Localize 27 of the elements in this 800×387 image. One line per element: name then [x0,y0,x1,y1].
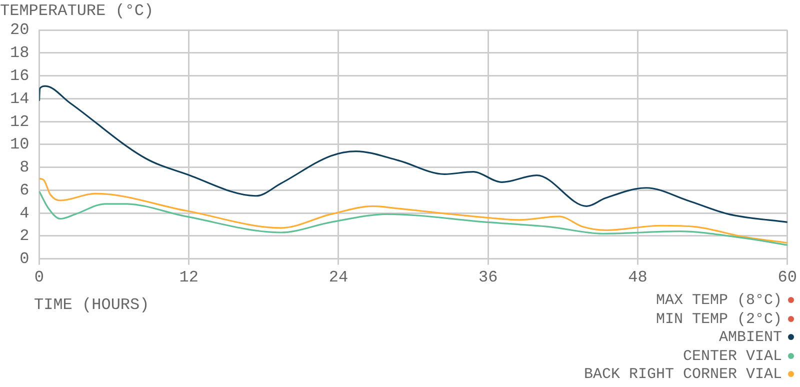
x-tick-label: 12 [179,268,198,287]
y-tick-label: 12 [10,112,30,131]
y-tick-label: 18 [10,44,30,62]
y-tick-label: 10 [10,136,30,154]
line-series [39,190,788,246]
x-tick-label: 36 [478,268,498,287]
x-axis-title: TIME (HOURS) [34,296,150,314]
y-axis-title: TEMPERATURE (°C) [0,2,154,20]
y-tick-label: 2 [20,227,30,246]
line-series [39,178,788,244]
x-tick-label: 24 [328,268,348,287]
legend-label: AMBIENT [718,329,782,346]
y-tick-label: 20 [10,21,30,40]
y-tick-label: 14 [10,90,30,108]
legend-label: CENTER VIAL [682,348,782,364]
line-series [39,85,788,223]
legend-label: MIN TEMP (2°C) [656,310,782,328]
legend-label: BACK RIGHT CORNER VIAL [584,366,782,383]
x-tick-label: 0 [34,268,44,287]
y-tick-label: 16 [10,66,30,85]
y-tick-label: 4 [20,204,30,222]
y-tick-label: 0 [20,250,30,268]
y-tick-label: 8 [20,158,30,177]
y-tick-label: 6 [20,181,30,200]
x-tick-label: 48 [628,268,648,287]
x-tick-label: 60 [778,268,797,287]
legend-label: MAX TEMP (8°C) [656,292,782,309]
